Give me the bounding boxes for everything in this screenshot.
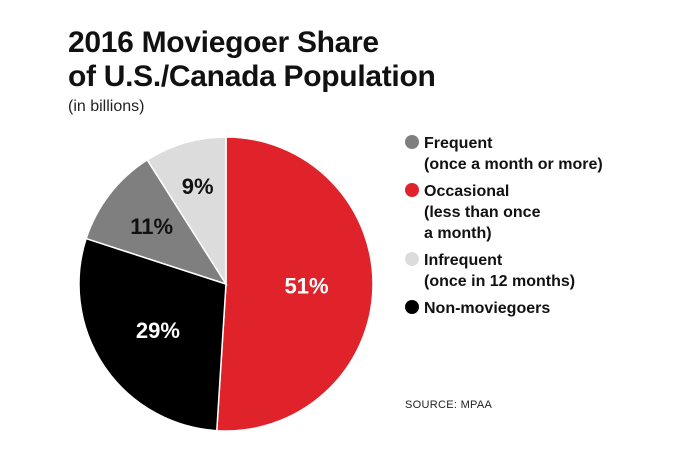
pie-label-infrequent: 9%	[182, 174, 214, 199]
legend-label-frequent: Frequent (once a month or more)	[424, 135, 603, 173]
legend: Frequent (once a month or more) Occasion…	[405, 133, 695, 325]
legend-item-non-moviegoers: Non-moviegoers	[405, 298, 695, 319]
pie-slice-infrequent	[146, 136, 227, 287]
pie-label-occasional: 51%	[284, 274, 328, 299]
chart-subtitle: (in billions)	[68, 98, 145, 115]
legend-swatch-non-moviegoers	[405, 300, 419, 314]
chart-title-line-2: of U.S./Canada Population	[68, 60, 436, 93]
legend-label-occasional: Occasional (less than once a month)	[424, 183, 541, 242]
pie-label-non-moviegoers: 29%	[136, 318, 180, 343]
pie-slice-frequent	[85, 158, 228, 286]
legend-label-infrequent: Infrequent (once in 12 months)	[424, 252, 576, 290]
chart-title-line-1: 2016 Moviegoer Share	[68, 26, 379, 59]
legend-item-occasional: Occasional (less than once a month)	[405, 181, 695, 244]
pie-label-frequent: 11%	[130, 214, 173, 239]
legend-label-non-moviegoers: Non-moviegoers	[424, 300, 551, 317]
legend-item-infrequent: Infrequent (once in 12 months)	[405, 250, 695, 292]
legend-swatch-occasional	[405, 183, 419, 197]
pie-slice-occasional	[215, 136, 374, 432]
legend-swatch-frequent	[405, 135, 419, 149]
legend-swatch-infrequent	[405, 252, 419, 266]
source-note: SOURCE: MPAA	[405, 399, 493, 411]
legend-item-frequent: Frequent (once a month or more)	[405, 133, 695, 175]
pie-slice-non-moviegoers	[78, 237, 227, 432]
